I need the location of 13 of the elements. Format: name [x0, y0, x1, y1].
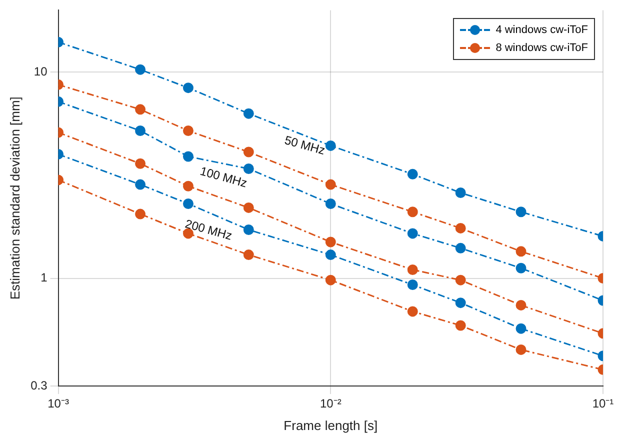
x-tick-label: 10⁻³: [48, 396, 69, 411]
y-tick-label: 1: [40, 270, 48, 285]
x-axis-title: Frame length [s]: [284, 418, 378, 433]
annotation: 50 MHz: [283, 133, 327, 158]
x-tick-label: 10⁻²: [320, 396, 342, 411]
y-axis-title: Estimation standard deviation [mm]: [7, 96, 22, 300]
x-tick-label: 10⁻¹: [592, 396, 614, 411]
legend-label: 4 windows cw-iToF: [496, 24, 588, 36]
annotation: 100 MHz: [198, 164, 249, 190]
legend-label: 8 windows cw-iToF: [496, 42, 588, 54]
annotation: 200 MHz: [184, 216, 234, 243]
y-tick-label: 10: [34, 64, 48, 79]
y-tick-label: 0.3: [30, 378, 48, 392]
